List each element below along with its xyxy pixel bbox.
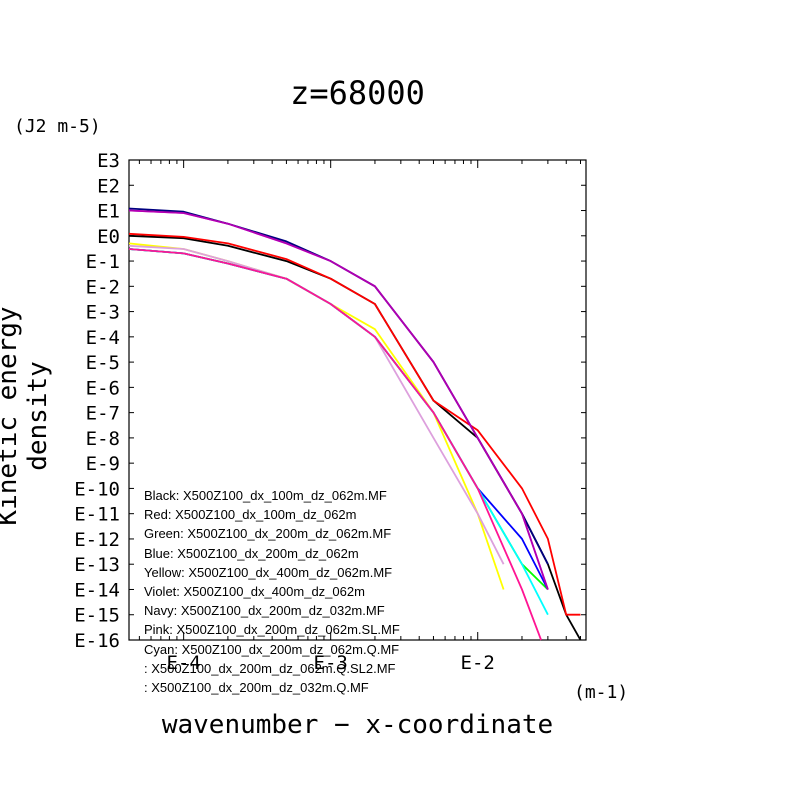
plot-frame [128,159,587,641]
y-tick-label: E0 [97,226,120,248]
legend-item: Black: X500Z100_dx_100m_dz_062m.MF [144,488,387,503]
x-axis: E-4 E-3 E-2 [138,160,581,674]
series-line-red [128,232,581,616]
y-tick-label: E-1 [86,251,120,273]
y-tick-label: E1 [97,201,120,223]
y-tick-label: E-16 [74,630,120,652]
y-tick-label: E-3 [86,302,120,324]
y-tick-label: E-13 [74,554,120,576]
legend-item: Violet: X500Z100_dx_400m_dz_062m [144,584,365,600]
y-tick-label: E-11 [74,504,120,526]
series-line-unlabeled-9 [128,248,542,641]
x-unit: (m-1) [574,682,629,703]
legend-item: Navy: X500Z100_dx_200m_dz_032m.MF [144,603,385,619]
y-tick-label: E-4 [86,327,120,349]
y-unit: (J2 m-5) [14,116,101,137]
legend: Black: X500Z100_dx_100m_dz_062m.MF Red: … [144,486,400,697]
series-line-unlabeled-10 [128,209,549,590]
y-tick-label: E-5 [86,352,120,374]
y-tick-label: E-15 [74,605,120,627]
y-tick-label: E2 [97,175,120,197]
legend-item: : X500Z100_dx_200m_dz_062m.Q.SL2.MF [144,660,396,676]
y-tick-label: E-10 [74,478,120,500]
y-tick-label: E-9 [86,453,120,475]
legend-item: Cyan: X500Z100_dx_200m_dz_062m.Q.MF [144,641,400,657]
y-tick-label: E3 [97,150,120,172]
x-tick-label: E-2 [461,652,495,674]
y-axis-label: Kinetic energy density [0,306,53,526]
legend-item: Yellow: X500Z100_dx_400m_dz_062m.MF [144,564,393,580]
legend-item: : X500Z100_dx_200m_dz_032m.Q.MF [144,680,369,696]
series-group [128,207,582,641]
y-tick-label: E-7 [86,403,120,425]
x-tick-label: E-3 [314,652,348,674]
legend-item: Red: X500Z100_dx_100m_dz_062m [144,507,357,523]
y-tick-label: E-12 [74,529,120,551]
y-tick-label: E-2 [86,276,120,298]
legend-item: Pink: X500Z100_dx_200m_dz_062m.SL.MF [144,622,400,638]
legend-item: Blue: X500Z100_dx_200m_dz_062m [144,545,359,561]
y-axis: E3 E2 E1 E0 E-1 E-2 E-3 E-4 E-5 E-6 E-7 E-8 E-9 E-10 E… [74,150,586,652]
x-tick-label: E-4 [166,652,200,674]
y-tick-label: E-14 [74,579,120,601]
chart-title: z=68000 [290,74,425,112]
y-tick-label: E-6 [86,377,120,399]
legend-item: Green: X500Z100_dx_200m_dz_062m.MF [144,526,392,542]
y-tick-label: E-8 [86,428,120,450]
x-axis-label: wavenumber − x-coordinate [161,710,554,740]
